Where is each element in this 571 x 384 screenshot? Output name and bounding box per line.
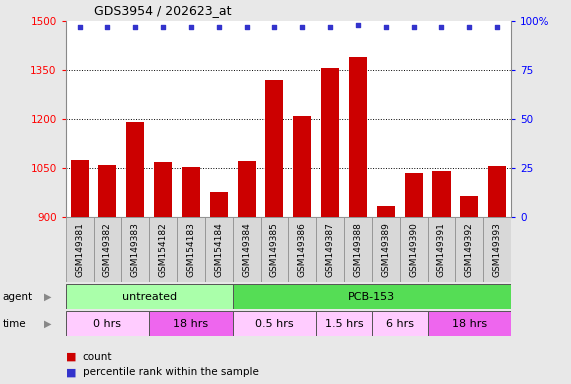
Point	[437, 24, 446, 30]
Bar	[149, 311, 233, 336]
Text: ▶: ▶	[44, 318, 51, 329]
Bar	[288, 217, 316, 282]
Bar	[71, 160, 89, 217]
Point	[381, 24, 391, 30]
Text: GSM149385: GSM149385	[270, 222, 279, 277]
Bar	[149, 217, 177, 282]
Point	[214, 24, 223, 30]
Bar	[260, 217, 288, 282]
Bar	[266, 80, 283, 217]
Bar	[456, 217, 483, 282]
Bar	[126, 122, 144, 217]
Point	[103, 24, 112, 30]
Text: time: time	[3, 318, 26, 329]
Point	[465, 24, 474, 30]
Bar	[316, 217, 344, 282]
Point	[409, 24, 418, 30]
Bar	[321, 68, 339, 217]
Text: GSM149392: GSM149392	[465, 222, 474, 277]
Bar	[372, 217, 400, 282]
Text: GSM149383: GSM149383	[131, 222, 140, 277]
Bar	[349, 57, 367, 217]
Text: 1.5 hrs: 1.5 hrs	[325, 318, 363, 329]
Text: GSM149381: GSM149381	[75, 222, 84, 277]
Point	[353, 22, 363, 28]
Bar	[98, 165, 116, 217]
Bar	[405, 173, 423, 217]
Text: PCB-153: PCB-153	[348, 291, 396, 302]
Text: GSM149389: GSM149389	[381, 222, 391, 277]
Bar	[428, 311, 511, 336]
Bar	[233, 311, 316, 336]
Text: GSM149388: GSM149388	[353, 222, 363, 277]
Bar	[182, 167, 200, 217]
Text: GSM149391: GSM149391	[437, 222, 446, 277]
Text: 0 hrs: 0 hrs	[94, 318, 122, 329]
Text: GSM149384: GSM149384	[242, 222, 251, 277]
Point	[270, 24, 279, 30]
Point	[131, 24, 140, 30]
Bar	[233, 217, 260, 282]
Point	[325, 24, 335, 30]
Text: GSM154183: GSM154183	[186, 222, 195, 277]
Text: ■: ■	[66, 352, 76, 362]
Text: untreated: untreated	[122, 291, 177, 302]
Text: GSM149386: GSM149386	[297, 222, 307, 277]
Bar	[154, 162, 172, 217]
Bar	[460, 196, 478, 217]
Bar	[177, 217, 205, 282]
Text: agent: agent	[3, 291, 33, 302]
Bar	[122, 217, 149, 282]
Bar	[428, 217, 456, 282]
Point	[297, 24, 307, 30]
Text: 18 hrs: 18 hrs	[174, 318, 208, 329]
Point	[159, 24, 168, 30]
Bar	[400, 217, 428, 282]
Point	[493, 24, 502, 30]
Point	[75, 24, 84, 30]
Text: GSM149393: GSM149393	[493, 222, 502, 277]
Bar	[210, 192, 228, 217]
Text: 6 hrs: 6 hrs	[385, 318, 414, 329]
Bar	[238, 162, 256, 217]
Text: 18 hrs: 18 hrs	[452, 318, 487, 329]
Bar	[372, 311, 428, 336]
Text: GSM154182: GSM154182	[159, 222, 168, 277]
Bar	[377, 205, 395, 217]
Bar	[94, 217, 122, 282]
Bar	[66, 284, 233, 309]
Bar	[344, 217, 372, 282]
Bar	[316, 311, 372, 336]
Bar	[483, 217, 511, 282]
Point	[242, 24, 251, 30]
Text: 0.5 hrs: 0.5 hrs	[255, 318, 293, 329]
Text: ■: ■	[66, 367, 76, 377]
Text: count: count	[83, 352, 112, 362]
Bar	[293, 116, 311, 217]
Text: GSM149382: GSM149382	[103, 222, 112, 277]
Bar	[432, 170, 451, 217]
Bar	[488, 166, 506, 217]
Bar	[233, 284, 511, 309]
Text: ▶: ▶	[44, 291, 51, 302]
Text: GSM149390: GSM149390	[409, 222, 418, 277]
Point	[186, 24, 195, 30]
Bar	[66, 217, 94, 282]
Text: GDS3954 / 202623_at: GDS3954 / 202623_at	[94, 4, 232, 17]
Bar	[66, 311, 149, 336]
Text: GSM154184: GSM154184	[214, 222, 223, 277]
Text: percentile rank within the sample: percentile rank within the sample	[83, 367, 259, 377]
Bar	[205, 217, 233, 282]
Text: GSM149387: GSM149387	[325, 222, 335, 277]
